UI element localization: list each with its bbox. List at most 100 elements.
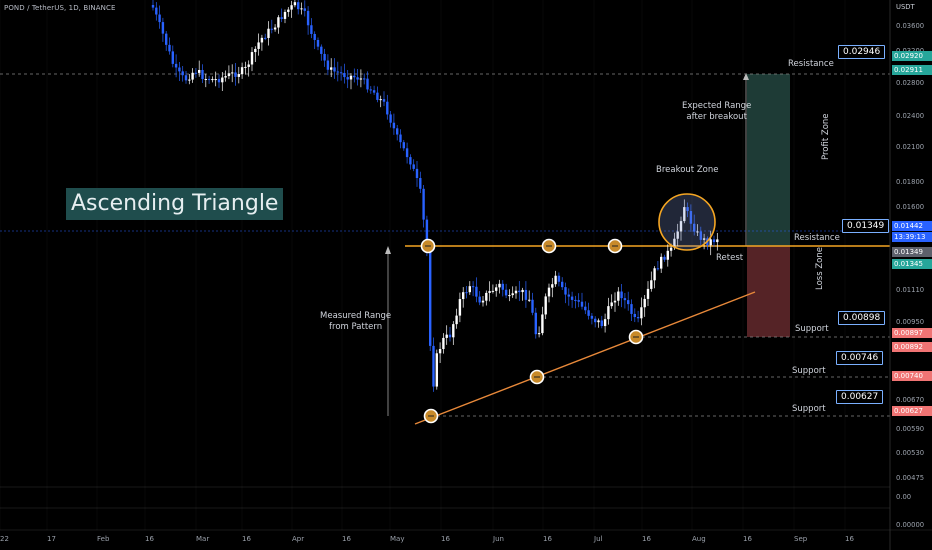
y-tick-label: 0.01600 [896,203,925,211]
x-tick-label: Sep [794,535,808,543]
candle-body [640,307,643,319]
candle-body [564,287,567,295]
candle-body [660,256,663,269]
candle-body [452,324,455,338]
candle-body [617,291,620,301]
x-tick-label: 22 [0,535,9,543]
support-1-value: 0.00898 [838,311,886,325]
candle-body [207,78,211,81]
candle-body [217,79,221,83]
candle-body [161,22,165,34]
candle-body [653,268,656,281]
candle-body [557,275,561,282]
candle-body [290,5,293,10]
candle-body [438,349,442,354]
y-tick-label: 0.03600 [896,22,925,30]
candle-body [663,256,666,260]
candle-body [151,5,155,8]
candle-body [495,287,498,291]
candle-body [270,28,273,30]
candle-body [287,9,290,12]
retest-label: Retest [716,253,744,263]
candle-body [267,28,270,38]
loss-zone [747,246,790,337]
candle-body [356,77,359,80]
candle-body [158,14,161,23]
candle-body [372,90,376,93]
breakout-zone-label: Breakout Zone [656,165,719,175]
candle-body [339,72,343,74]
candle-body [254,48,257,53]
x-tick-label: Apr [292,535,305,543]
candle-body [409,157,412,165]
profit-loss-zones [743,73,790,337]
candle-body [429,249,432,346]
candle-body [234,72,237,77]
candle-body [504,289,508,296]
candle-body [633,313,636,318]
candle-body [432,345,435,387]
candle-body [683,207,686,222]
candle-body [610,302,613,307]
y-tick-label: 0.02800 [896,79,925,87]
candle-body [178,67,181,72]
candle-body [478,296,481,303]
candle-body [544,296,547,315]
expected-range-label: Expected Range after breakout [682,101,752,122]
candle-body [389,114,392,123]
x-tick-label: 16 [242,535,251,543]
candle-body [508,295,511,297]
level-lines [0,73,890,425]
candle-body [702,238,706,240]
candle-body [392,122,396,129]
candle-body [227,73,231,77]
ascending-support-line [414,291,756,425]
y-tick-label: 0.02400 [896,112,925,120]
y-axis-unit: USDT [896,3,915,11]
candle-body [693,223,696,232]
candle-body [442,337,445,350]
candle-body [386,101,389,115]
y-tick-label: 0.00530 [896,449,925,457]
measured-range-label: Measured Range from Pattern [320,311,392,332]
candle-body [498,283,501,288]
candle-body [669,247,673,251]
candle-body [240,67,244,75]
candle-body [577,300,580,302]
candle-body [679,221,683,232]
candle-body [623,298,627,301]
candle-body [471,286,475,288]
resistance-top-label: Resistance [788,59,834,69]
x-tick-label: May [390,535,405,543]
candle-body [650,280,653,289]
candle-body [316,39,320,47]
x-tick-label: Mar [196,535,210,543]
resistance-value: 0.01349 [842,219,890,233]
price-pill: 0.01349 [892,247,932,257]
candle-body [547,287,551,297]
candle-body [171,51,174,64]
candle-body [198,69,201,73]
y-tick-label: 0.00000 [896,521,925,529]
candle-body [231,72,234,74]
candle-body [643,298,646,308]
candle-body [475,286,478,297]
price-pill: 0.00627 [892,406,932,416]
candle-body [412,164,415,169]
candle-body [580,301,584,307]
candle-body [699,231,702,240]
x-tick-label: 16 [543,535,552,543]
candle-body [280,17,283,19]
candle-body [333,67,336,72]
candle-body [584,306,587,311]
candle-body [402,142,405,149]
candle-body [376,92,379,100]
candle-body [646,288,650,299]
candle-body [541,314,544,334]
price-pill: 0.02920 [892,51,932,61]
y-tick-label: 0.00 [896,493,912,501]
candle-body [445,334,448,338]
x-tick-label: 16 [642,535,651,543]
candle-body [336,71,339,73]
candle-body [465,292,468,294]
